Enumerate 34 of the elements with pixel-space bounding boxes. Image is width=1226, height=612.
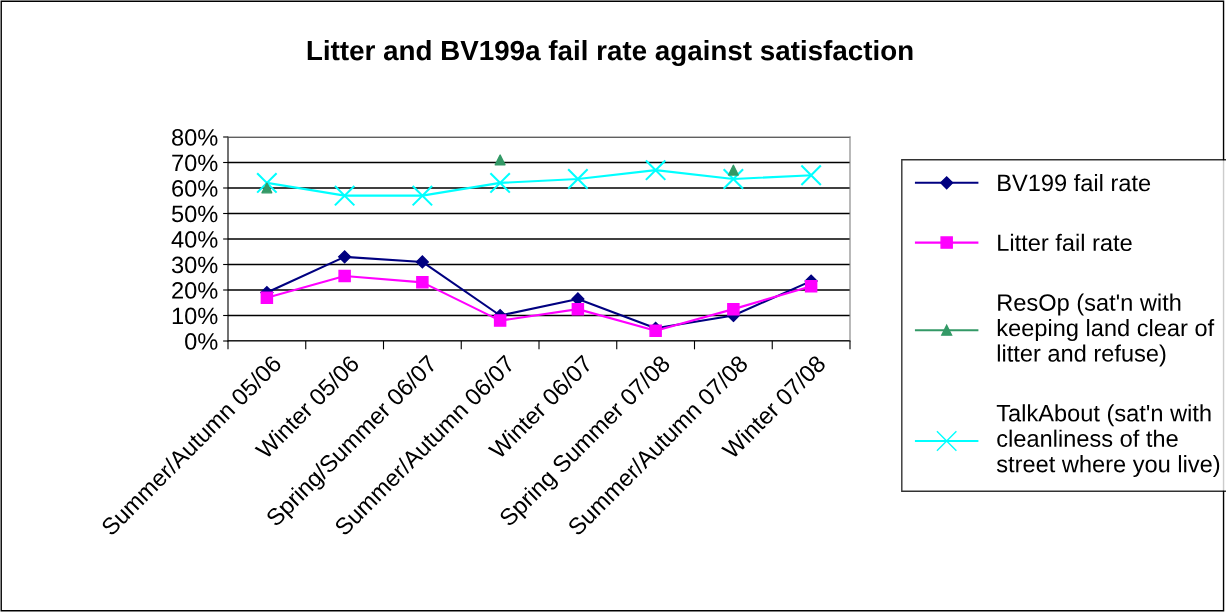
- legend-label: ResOp (sat'n with keeping land clear of litter and refuse): [997, 293, 1215, 367]
- point: [489, 172, 511, 194]
- point: [411, 184, 434, 207]
- point: [338, 250, 352, 264]
- point: [571, 302, 585, 316]
- point: [804, 279, 818, 293]
- y-tick-label: 0%: [185, 333, 218, 350]
- y-tick-label: 10%: [172, 307, 218, 325]
- point: [727, 164, 739, 176]
- chart-title: Litter and BV199a fail rate against satisfaction: [307, 39, 913, 67]
- point: [256, 172, 278, 194]
- point: [333, 184, 356, 207]
- legend-label: TalkAbout (sat'n with cleanliness of the street where you live): [996, 404, 1220, 478]
- point: [416, 276, 429, 289]
- y-tick-label: 60%: [172, 180, 218, 197]
- point: [727, 302, 740, 316]
- point: [493, 314, 507, 327]
- y-tick-label: 70%: [172, 154, 218, 172]
- y-tick-label: 50%: [171, 205, 218, 223]
- legend-label: Litter fail rate: [998, 233, 1132, 252]
- y-tick-label: 80%: [172, 129, 218, 146]
- point: [800, 164, 822, 187]
- y-tick-label: 30%: [171, 256, 218, 274]
- point: [494, 154, 506, 166]
- point: [338, 269, 351, 283]
- point: [261, 182, 273, 194]
- y-tick-label: 40%: [171, 231, 218, 248]
- legend-label: BV199 fail rate: [998, 173, 1151, 192]
- point: [567, 168, 589, 190]
- y-tick-label: 20%: [172, 282, 218, 299]
- point: [260, 291, 274, 304]
- point: [415, 255, 429, 269]
- point: [644, 159, 667, 181]
- point: [722, 168, 745, 190]
